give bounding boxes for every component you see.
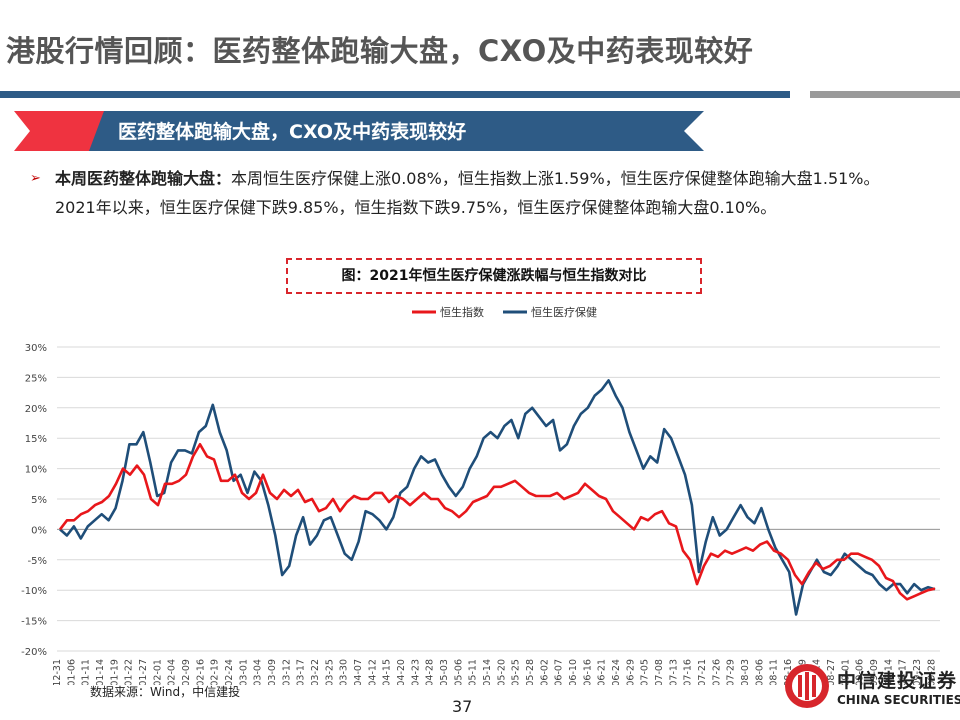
x-tick-label: 2021-04-20 [396,659,407,685]
figure-caption-box: 图：2021年恒生医疗保健涨跌幅与恒生指数对比 [286,258,702,294]
series-line-hsi [58,443,936,601]
y-tick-label: -20% [21,647,47,658]
logo-text-en: CHINA SECURITIES [837,693,960,707]
x-tick-label: 2021-08-11 [769,659,780,685]
x-tick-label: 2021-08-06 [754,659,765,685]
data-source: 数据来源：Wind，中信建投 [90,685,241,699]
x-tick-label: 2021-05-06 [453,659,464,685]
x-tick-label: 2021-09-23 [912,659,923,685]
x-tick-label: 2021-07-16 [683,659,694,685]
x-tick-label: 2021-05-28 [525,659,536,685]
x-tick-label: 2021-03-12 [281,659,292,685]
y-tick-label: -5% [28,556,47,567]
x-tick-label: 2021-07-29 [726,659,737,685]
x-tick-label: 2021-01-06 [66,659,77,685]
x-tick-label: 2021-09-01 [840,659,851,685]
x-tick-label: 2021-09-28 [926,659,937,685]
x-tick-label: 2021-04-12 [367,659,378,685]
legend-label: 恒生医疗保健 [531,305,597,319]
x-tick-label: 2021-07-21 [697,659,708,685]
x-tick-label: 2021-09-09 [869,659,880,685]
bullet-lead: 本周医药整体跑输大盘： [55,169,232,188]
x-tick-label: 2021-02-16 [195,659,206,685]
x-tick-label: 2021-02-09 [181,659,192,685]
x-tick-label: 2021-03-17 [296,659,307,685]
x-tick-label: 2021-05-20 [496,659,507,685]
x-tick-label: 2021-04-15 [382,659,393,685]
company-logo: 中信建投证券 CHINA SECURITIES [783,662,960,714]
logo-emblem-icon [785,664,829,708]
figure-caption: 图：2021年恒生医疗保健涨跌幅与恒生指数对比 [341,268,647,284]
logo-text-cn: 中信建投证券 [837,670,958,692]
x-tick-label: 2021-06-21 [597,659,608,685]
bullet-body: 本周恒生医疗保健上涨0.08%，恒生指数上涨1.59%，恒生医疗保健整体跑输大盘… [55,169,880,217]
summary-bullet: ➢ 本周医药整体跑输大盘：本周恒生医疗保健上涨0.08%，恒生指数上涨1.59%… [30,164,910,222]
series-line-hshc [59,379,936,616]
x-tick-label: 2021-07-05 [640,659,651,685]
x-tick-label: 2021-06-02 [539,659,550,685]
x-tick-label: 2021-06-16 [582,659,593,685]
x-tick-label: 2021-06-07 [554,659,565,685]
x-tick-label: 2021-06-24 [611,659,622,685]
x-tick-label: 2021-01-27 [138,659,149,685]
x-tick-label: 2021-06-10 [568,659,579,685]
x-tick-label: 2021-08-16 [783,659,794,685]
x-tick-label: 2021-02-04 [167,659,178,685]
title-underline-gray [810,91,960,98]
x-tick-label: 2021-03-09 [267,659,278,685]
y-tick-label: 20% [25,404,47,415]
y-tick-label: 0% [31,525,47,536]
x-tick-label: 2021-08-27 [826,659,837,685]
section-banner [14,111,704,151]
banner-text: 医药整体跑输大盘，CXO及中药表现较好 [118,121,467,143]
y-tick-label: 25% [25,373,47,384]
x-tick-label: 2021-04-23 [410,659,421,685]
y-tick-label: -10% [21,586,47,597]
page-number: 37 [452,697,473,716]
x-tick-label: 2021-05-11 [468,659,479,685]
legend-label: 恒生指数 [440,305,484,319]
page-title: 港股行情回顾：医药整体跑输大盘，CXO及中药表现较好 [6,34,754,68]
bullet-arrow-icon: ➢ [30,171,41,186]
title-underline [0,91,790,98]
x-tick-label: 2021-04-07 [353,659,364,685]
x-tick-label: 2021-02-01 [152,659,163,685]
x-tick-label: 2021-02-24 [224,659,235,685]
x-tick-label: 2021-02-19 [210,659,221,685]
y-tick-label: 30% [25,343,47,354]
x-tick-label: 2021-03-04 [253,659,264,685]
x-tick-label: 2021-05-25 [511,659,522,685]
x-tick-label: 2021-07-08 [654,659,665,685]
x-tick-label: 2021-01-11 [81,659,92,685]
x-tick-label: 2021-09-17 [898,659,909,685]
x-tick-label: 2021-03-22 [310,659,321,685]
x-tick-label: 2021-01-22 [124,659,135,685]
x-tick-label: 2021-06-29 [625,659,636,685]
x-tick-label: 2021-09-06 [855,659,866,685]
x-tick-label: 2021-05-14 [482,659,493,685]
x-tick-label: 2021-03-30 [339,659,350,685]
x-tick-label: 2021-09-14 [883,659,894,685]
banner-blue-shape [89,111,704,151]
x-tick-label: 2021-07-26 [711,659,722,685]
x-tick-label: 2021-08-03 [740,659,751,685]
y-tick-label: -15% [21,617,47,628]
x-tick-label: 2021-03-01 [238,659,249,685]
line-chart: 30% 25% 20% 15% 10% 5% 0% -5% -10% -15% -20% 2020-1… [21,305,940,685]
x-tick-label: 2021-04-28 [425,659,436,685]
y-tick-label: 5% [31,495,47,506]
x-tick-label: 2021-01-19 [109,659,120,685]
x-tick-label: 2021-01-14 [95,659,106,685]
y-tick-label: 15% [25,434,47,445]
x-tick-label: 2021-05-03 [439,659,450,685]
x-tick-label: 2021-03-25 [324,659,335,685]
x-tick-label: 2021-07-13 [668,659,679,685]
y-tick-label: 10% [25,465,47,476]
x-tick-label: 2020-12-31 [52,659,63,685]
